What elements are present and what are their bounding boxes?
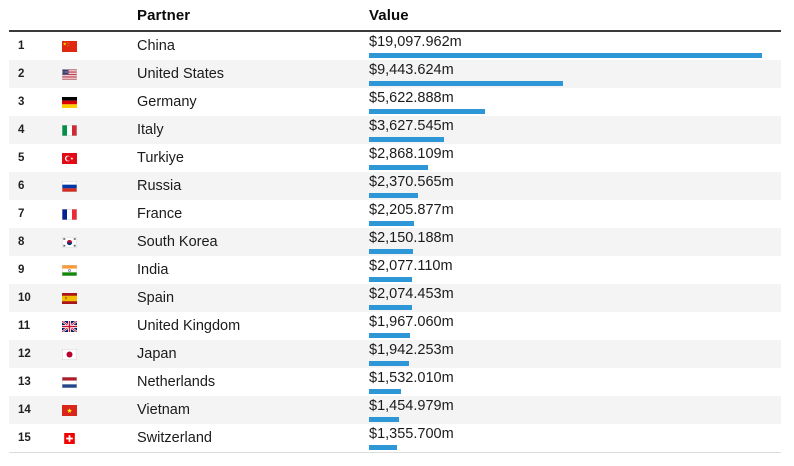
partner-name: China [137,38,175,54]
india-flag-icon [62,264,77,276]
value-label: $2,868.109m [369,146,454,162]
partner-name: Japan [137,346,177,362]
table-body: 1 China $19,097.962m 2 United States $9,… [9,32,781,453]
rank-label: 6 [18,180,25,192]
rank-label: 8 [18,236,25,248]
table-row: 10 Spain $2,074.453m [9,284,781,312]
rank-label: 9 [18,264,25,276]
germany-flag-icon [62,96,77,108]
table-row: 5 Turkiye $2,868.109m [9,144,781,172]
value-label: $19,097.962m [369,34,462,50]
value-bar [369,109,485,114]
value-bar [369,389,401,394]
table-row: 3 Germany $5,622.888m [9,88,781,116]
table-row: 13 Netherlands $1,532.010m [9,368,781,396]
value-bar [369,53,762,58]
spain-flag-icon [62,292,77,304]
netherlands-flag-icon [62,376,77,388]
value-label: $1,942.253m [369,342,454,358]
rank-label: 7 [18,208,25,220]
table-row: 1 China $19,097.962m [9,32,781,60]
value-label: $2,205.877m [369,202,454,218]
partner-name: United States [137,66,225,82]
partner-name: India [137,262,169,278]
turkiye-flag-icon [62,152,77,164]
value-label: $2,077.110m [369,258,453,274]
partner-name: United Kingdom [137,318,241,334]
rank-label: 12 [18,348,31,360]
south-korea-flag-icon [62,236,77,248]
value-label: $1,454.979m [369,398,454,414]
rank-label: 3 [18,96,25,108]
rank-label: 15 [18,432,31,444]
partner-column-header: Partner [137,6,191,24]
value-bar [369,417,399,422]
rank-label: 5 [18,152,25,164]
rank-label: 4 [18,124,25,136]
partner-name: South Korea [137,234,218,250]
partner-name: Netherlands [137,374,216,390]
table-row: 8 South Korea $2,150.188m [9,228,781,256]
france-flag-icon [62,208,77,220]
rank-label: 13 [18,376,31,388]
value-bar [369,165,428,170]
partner-name: Spain [137,290,175,306]
value-label: $9,443.624m [369,62,454,78]
united-kingdom-flag-icon [62,320,77,332]
value-label: $1,532.010m [369,370,454,386]
table-row: 14 Vietnam $1,454.979m [9,396,781,424]
value-column-header: Value [369,6,409,24]
italy-flag-icon [62,124,77,136]
value-bar [369,221,415,226]
value-bar [369,333,410,338]
table-row: 2 United States $9,443.624m [9,60,781,88]
rank-label: 1 [18,40,25,52]
rank-label: 14 [18,404,31,416]
partner-name: Turkiye [137,150,184,166]
value-bar [369,305,412,310]
partner-value-table: Partner Value 1 China $19,097.962m 2 Uni… [9,0,781,453]
partner-name: France [137,206,183,222]
russia-flag-icon [62,180,77,192]
partner-name: Russia [137,178,182,194]
value-label: $1,355.700m [369,426,454,442]
table-row: 4 Italy $3,627.545m [9,116,781,144]
rank-label: 11 [18,320,31,332]
table-row: 9 India $2,077.110m [9,256,781,284]
table-row: 11 United Kingdom $1,967.060m [9,312,781,340]
table-row: 15 Switzerland $1,355.700m [9,424,781,452]
partner-name: Vietnam [137,402,190,418]
table-header-row: Partner Value [9,0,781,32]
partner-name: Germany [137,94,197,110]
value-bar [369,361,409,366]
value-bar [369,445,397,450]
value-label: $5,622.888m [369,90,454,106]
value-label: $2,074.453m [369,286,454,302]
china-flag-icon [62,40,77,52]
value-bar [369,277,412,282]
rank-label: 2 [18,68,25,80]
value-bar [369,137,444,142]
partner-name: Italy [137,122,164,138]
value-bar [369,81,564,86]
united-states-flag-icon [62,68,77,80]
japan-flag-icon [62,348,77,360]
value-bar [369,249,414,254]
value-label: $1,967.060m [369,314,454,330]
value-label: $2,150.188m [369,230,454,246]
vietnam-flag-icon [62,404,77,416]
table-row: 7 France $2,205.877m [9,200,781,228]
rank-label: 10 [18,292,31,304]
partner-name: Switzerland [137,430,212,446]
value-bar [369,193,418,198]
switzerland-flag-icon [62,432,77,444]
table-row: 12 Japan $1,942.253m [9,340,781,368]
value-label: $3,627.545m [369,118,454,134]
value-label: $2,370.565m [369,174,454,190]
table-row: 6 Russia $2,370.565m [9,172,781,200]
